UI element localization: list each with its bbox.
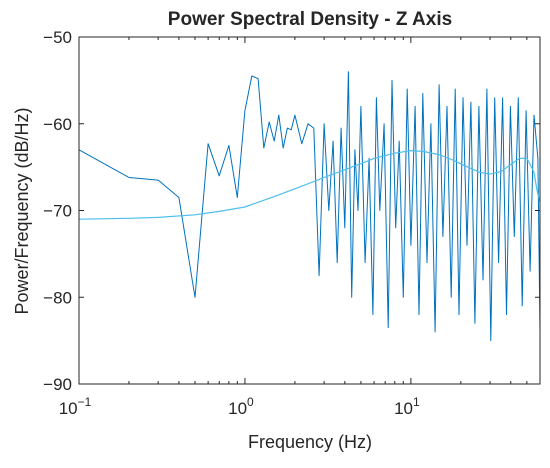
y-tick-label: −80 [43, 288, 72, 307]
series-line-smooth [79, 150, 540, 220]
y-tick-label: −60 [43, 115, 72, 134]
plot-area: −90 −80 −70 −60 −50 10−1 100 101 [43, 28, 541, 418]
y-axis-label: Power/Frequency (dB/Hz) [12, 107, 32, 314]
x-tick-label: 101 [394, 395, 420, 418]
y-tick-label: −70 [43, 202, 72, 221]
chart-title: Power Spectral Density - Z Axis [168, 9, 452, 30]
y-tick-label: −90 [43, 375, 72, 394]
x-tick-label: 10−1 [59, 395, 92, 418]
y-tick-label: −50 [43, 28, 72, 47]
plot-background [79, 37, 540, 384]
x-tick-label: 100 [228, 395, 254, 418]
series-line-raw [79, 71, 540, 342]
x-axis-label: Frequency (Hz) [248, 432, 372, 452]
